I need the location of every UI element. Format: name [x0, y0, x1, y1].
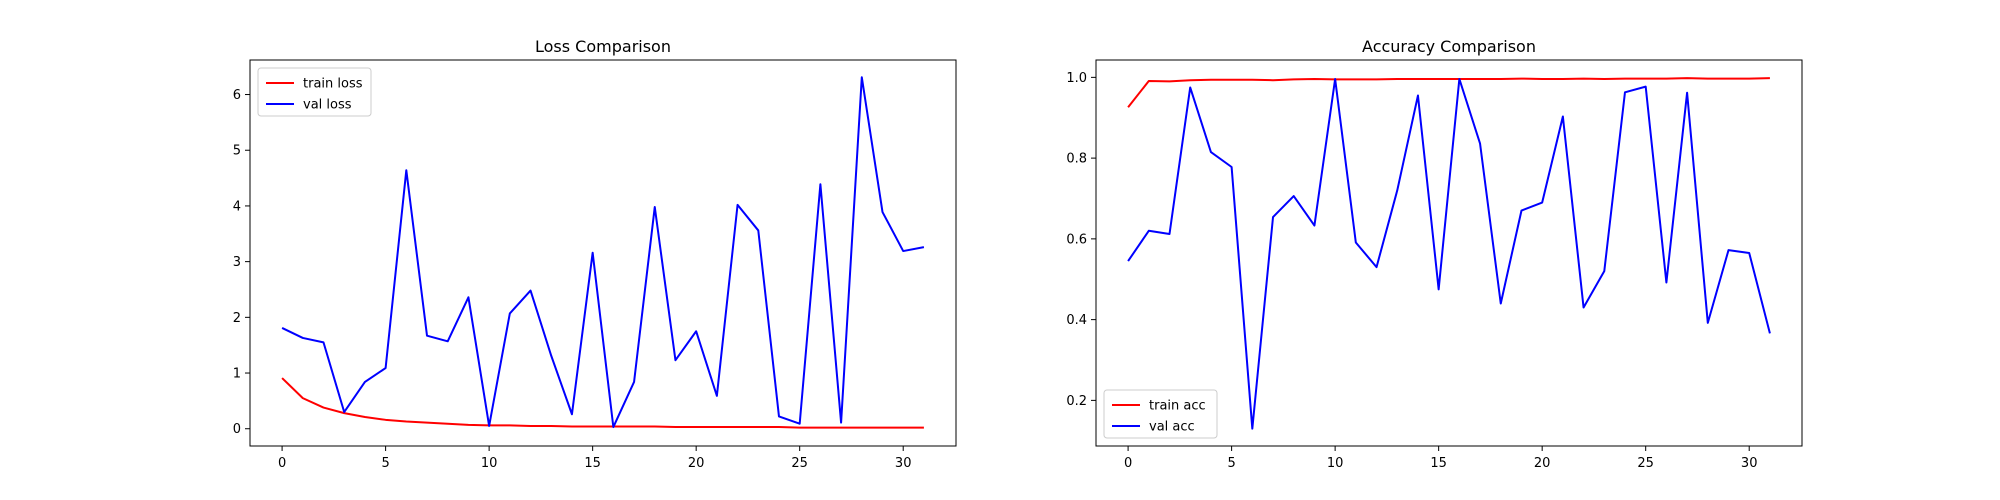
chart-1: Loss Comparison 0 5 10 15 20 25 30 0 1 2 3 4 5 6 train … — [233, 37, 957, 471]
y-tick-label: 1.0 — [1066, 71, 1087, 86]
x-tick-label: 5 — [381, 456, 389, 471]
legend-label: train acc — [1149, 399, 1206, 414]
x-tick-label: 10 — [481, 456, 498, 471]
x-tick-label: 5 — [1227, 456, 1235, 471]
x-tick-label: 15 — [584, 456, 601, 471]
chart-title: Accuracy Comparison — [1362, 37, 1536, 56]
y-tick-label: 1 — [233, 367, 241, 382]
series-line-val-acc — [1127, 77, 1771, 430]
y-tick-label: 0 — [233, 422, 241, 437]
x-tick-label: 20 — [688, 456, 705, 471]
chart-title: Loss Comparison — [535, 37, 671, 56]
x-tick-label: 30 — [1741, 456, 1758, 471]
y-tick-label: 0.8 — [1066, 152, 1087, 167]
series-line-train-loss — [281, 377, 924, 429]
legend-label: val loss — [303, 98, 352, 113]
x-tick-label: 10 — [1327, 456, 1344, 471]
y-tick-label: 2 — [233, 311, 241, 326]
plot-frame — [249, 59, 957, 447]
x-tick-label: 0 — [1124, 456, 1132, 471]
y-tick-label: 0.6 — [1066, 232, 1087, 247]
x-tick-label: 0 — [278, 456, 286, 471]
x-tick-label: 25 — [791, 456, 808, 471]
x-tick-label: 15 — [1430, 456, 1447, 471]
chart-2: Accuracy Comparison 0 5 10 15 20 25 30 0.2 0.4 0.6… — [1066, 37, 1803, 471]
x-tick-label: 25 — [1637, 456, 1654, 471]
legend: train acc val acc — [1103, 389, 1218, 439]
series-line-val-loss — [281, 76, 925, 429]
y-tick-label: 0.2 — [1066, 394, 1087, 409]
legend-label: val acc — [1149, 420, 1195, 435]
y-tick-label: 3 — [233, 255, 241, 270]
plot-frame — [1095, 59, 1803, 447]
y-tick-label: 6 — [233, 88, 241, 103]
x-tick-label: 30 — [895, 456, 912, 471]
y-tick-label: 0.4 — [1066, 313, 1087, 328]
series-line-train-acc — [1127, 77, 1770, 108]
x-tick-label: 20 — [1534, 456, 1551, 471]
legend: train loss val loss — [257, 67, 372, 117]
y-tick-label: 4 — [233, 199, 241, 214]
y-tick-label: 5 — [233, 144, 241, 159]
legend-label: train loss — [303, 77, 363, 92]
